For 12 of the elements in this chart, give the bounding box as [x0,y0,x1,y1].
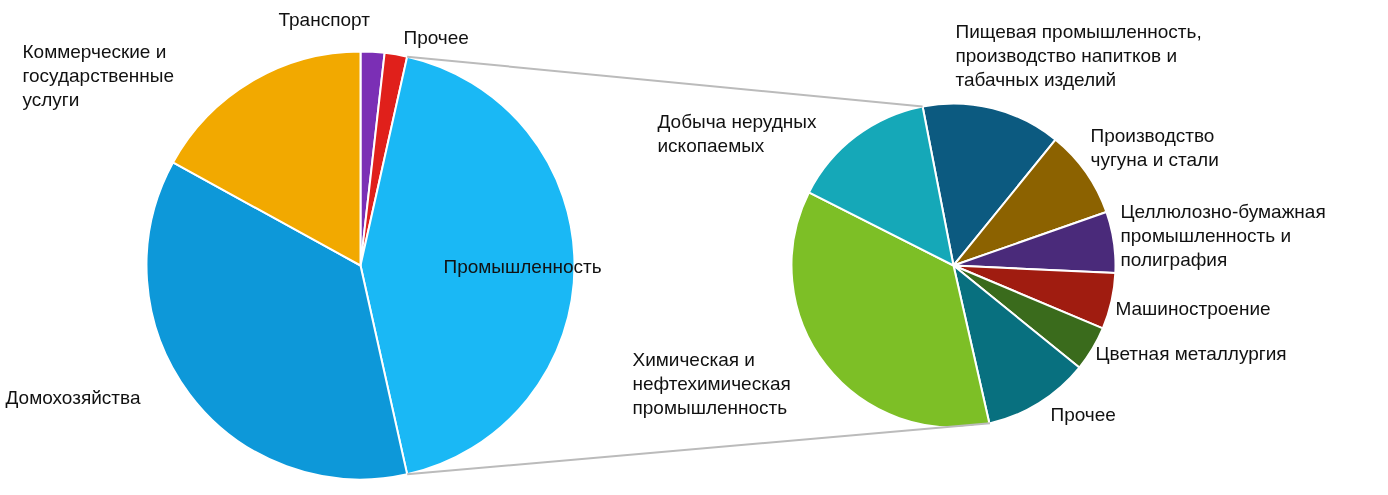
slice-label: Прочее [1050,403,1116,425]
slice-label: Машиностроение [1115,297,1271,319]
slice-label: Домохозяйства [5,386,141,408]
slice-label: Транспорт [278,8,371,30]
slice-label: Целлюлозно-бумажная промышленность и полиграфия [1120,200,1326,270]
slice-label: Пищевая промышленность, производство напитков и табачных изделий [955,20,1202,90]
slice-label: Коммерческие и государственные услуги [22,40,175,110]
slice-label: Добыча нерудных ископаемых [657,110,817,156]
slice-label: Производство чугуна и стали [1090,124,1219,170]
slice-label: Цветная металлургия [1095,342,1287,364]
slice-label: Химическая и нефтехимическая промышленность [632,348,791,418]
slice-label: Прочее [403,26,469,48]
